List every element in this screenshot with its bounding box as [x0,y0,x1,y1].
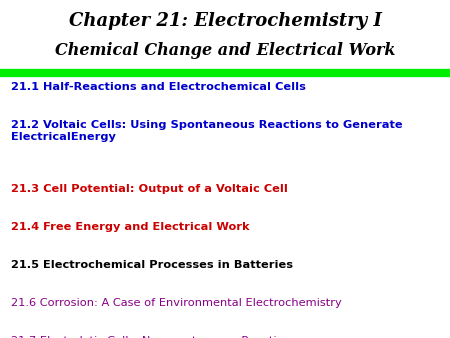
Text: 21.1 Half-Reactions and Electrochemical Cells: 21.1 Half-Reactions and Electrochemical … [11,82,306,92]
Text: 21.6 Corrosion: A Case of Environmental Electrochemistry: 21.6 Corrosion: A Case of Environmental … [11,298,342,308]
Text: Chapter 21: Electrochemistry I: Chapter 21: Electrochemistry I [68,12,382,30]
Text: 21.7 Electrolytic Cells: Nonspontaneous Reaction: 21.7 Electrolytic Cells: Nonspontaneous … [11,336,291,338]
Text: 21.4 Free Energy and Electrical Work: 21.4 Free Energy and Electrical Work [11,222,250,232]
Text: 21.5 Electrochemical Processes in Batteries: 21.5 Electrochemical Processes in Batter… [11,260,293,270]
Text: Chemical Change and Electrical Work: Chemical Change and Electrical Work [55,42,395,59]
Text: 21.2 Voltaic Cells: Using Spontaneous Reactions to Generate
ElectricalEnergy: 21.2 Voltaic Cells: Using Spontaneous Re… [11,120,403,142]
Text: 21.3 Cell Potential: Output of a Voltaic Cell: 21.3 Cell Potential: Output of a Voltaic… [11,184,288,194]
